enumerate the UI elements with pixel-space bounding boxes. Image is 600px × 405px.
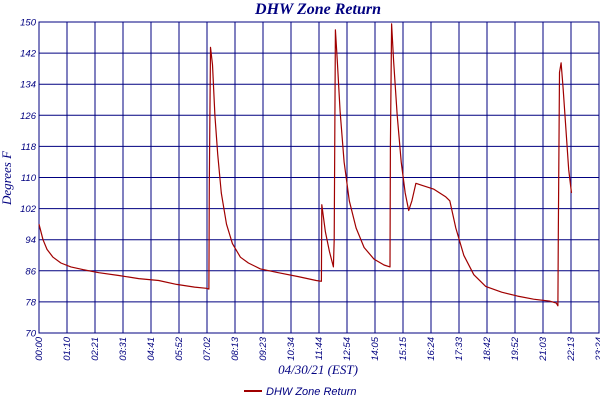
x-tick-label: 17:33 [454,336,465,360]
y-tick-label: 150 [20,18,37,29]
legend-label: DHW Zone Return [266,386,356,398]
series-layer [38,23,573,307]
y-tick-label: 94 [25,235,36,246]
y-tick-label: 126 [20,111,37,122]
x-tick-label: 21:03 [538,336,549,361]
x-tick-label: 02:21 [90,337,101,361]
y-axis-label: Degrees F [0,150,14,206]
x-tick-label: 22:13 [566,336,577,361]
series-line [38,23,573,307]
x-tick-label: 19:52 [510,336,521,360]
x-tick-label: 14:05 [370,336,381,360]
x-tick-label: 18:42 [482,336,493,360]
y-tick-label: 134 [20,80,36,91]
chart-title: DHW Zone Return [254,1,381,18]
x-tick-labels: 00:00 01:10 02:21 03:31 04:41 05:52 07:02 08:13… [34,336,600,361]
x-tick-label: 00:00 [34,336,45,360]
y-tick-label: 110 [21,173,37,184]
x-tick-label: 23:24 [594,337,600,362]
grid [38,21,600,334]
x-tick-label: 03:31 [118,337,129,361]
x-tick-label: 05:52 [174,336,185,360]
legend: DHW Zone Return [244,386,356,398]
plot-frame [38,21,600,334]
x-tick-label: 12:54 [342,337,353,361]
x-tick-label: 11:44 [314,337,325,360]
x-tick-label: 16:24 [426,337,437,361]
y-tick-labels: 70 78 86 94 102 110 118 126 134 142 150 [20,18,37,340]
y-tick-label: 102 [20,204,37,215]
x-tick-label: 09:23 [258,336,269,360]
x-tick-label: 04:41 [146,337,157,361]
y-tick-label: 118 [21,142,37,153]
y-tick-label: 86 [25,266,36,277]
y-tick-label: 70 [25,329,36,340]
x-tick-label: 07:02 [202,336,213,360]
x-tick-label: 08:13 [230,336,241,360]
x-tick-label: 01:10 [62,336,73,360]
x-axis-label: 04/30/21 (EST) [278,362,358,377]
x-tick-label: 15:15 [398,336,409,360]
y-tick-label: 142 [20,49,37,60]
y-tick-label: 78 [25,297,36,308]
x-tick-label: 10:34 [286,337,297,361]
